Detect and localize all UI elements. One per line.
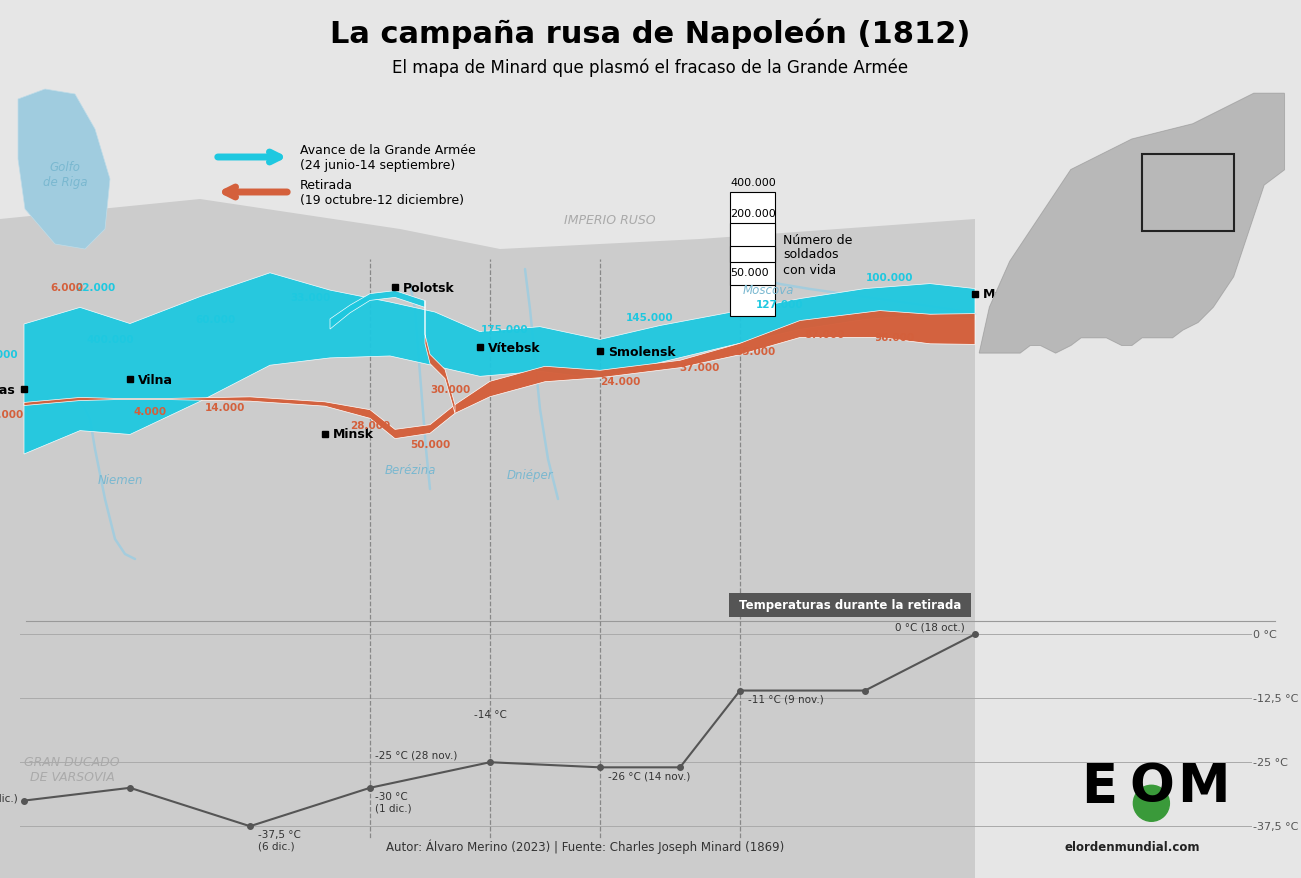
- Text: -32,5 °C (7 dic.): -32,5 °C (7 dic.): [0, 793, 18, 802]
- Text: Minsk: Minsk: [333, 428, 373, 441]
- Text: 127.000: 127.000: [756, 299, 804, 310]
- Text: Kaunas: Kaunas: [0, 383, 16, 396]
- Text: El mapa de Minard que plasmó el fracaso de la Grande Armée: El mapa de Minard que plasmó el fracaso …: [393, 58, 908, 76]
- Text: 0 °C (18 oct.): 0 °C (18 oct.): [895, 622, 965, 631]
- Text: -30 °C
(1 dic.): -30 °C (1 dic.): [375, 791, 411, 812]
- Text: Moscova: Moscova: [743, 284, 794, 296]
- Text: -11 °C (9 nov.): -11 °C (9 nov.): [748, 694, 824, 704]
- Text: Temperaturas durante la retirada: Temperaturas durante la retirada: [739, 599, 961, 612]
- Text: IMPERIO RUSO: IMPERIO RUSO: [565, 213, 656, 227]
- Bar: [1142, 155, 1233, 232]
- Text: GRAN DUCADO
DE VARSOVIA: GRAN DUCADO DE VARSOVIA: [25, 755, 120, 783]
- Text: -14 °C: -14 °C: [474, 709, 506, 719]
- FancyBboxPatch shape: [729, 594, 971, 617]
- Text: Avance de la Grande Armée
(24 junio-14 septiembre): Avance de la Grande Armée (24 junio-14 s…: [301, 144, 476, 172]
- Polygon shape: [330, 291, 425, 330]
- Text: 60.000: 60.000: [195, 314, 235, 325]
- Text: Retirada
(19 octubre-12 diciembre): Retirada (19 octubre-12 diciembre): [301, 179, 464, 206]
- Text: 400.000: 400.000: [86, 335, 134, 344]
- Text: O: O: [1129, 759, 1174, 812]
- Text: Niemen: Niemen: [98, 473, 143, 486]
- Text: 175.000: 175.000: [481, 325, 528, 335]
- Polygon shape: [980, 94, 1284, 354]
- Text: 145.000: 145.000: [626, 313, 674, 322]
- Text: Polotsk: Polotsk: [403, 281, 455, 294]
- Text: 96.000: 96.000: [876, 333, 915, 342]
- Text: 37.000: 37.000: [680, 363, 721, 372]
- Text: Smolensk: Smolensk: [608, 345, 675, 358]
- Polygon shape: [23, 311, 974, 439]
- Bar: [730, 224, 775, 285]
- Polygon shape: [425, 301, 455, 414]
- Polygon shape: [23, 273, 974, 455]
- Text: 200.000: 200.000: [730, 209, 775, 219]
- Text: 0 °C: 0 °C: [1253, 630, 1276, 639]
- Text: -26 °C (14 nov.): -26 °C (14 nov.): [608, 771, 691, 781]
- Text: M: M: [1177, 759, 1229, 812]
- Text: 4.000: 4.000: [134, 407, 167, 416]
- Text: Moscú: Moscú: [984, 288, 1028, 301]
- Text: 50.000: 50.000: [730, 268, 769, 277]
- Text: elordenmundial.com: elordenmundial.com: [1064, 840, 1200, 853]
- Text: 22.000: 22.000: [75, 283, 114, 292]
- Polygon shape: [0, 200, 974, 878]
- Text: 87.000: 87.000: [805, 329, 846, 340]
- Text: Autor: Álvaro Merino (2023) | Fuente: Charles Joseph Minard (1869): Autor: Álvaro Merino (2023) | Fuente: Ch…: [386, 838, 785, 853]
- Text: Berézina: Berézina: [384, 463, 436, 476]
- Text: -37,5 °C
(6 dic.): -37,5 °C (6 dic.): [258, 829, 301, 851]
- Text: 6.000: 6.000: [51, 283, 83, 292]
- Circle shape: [1133, 786, 1170, 821]
- Text: E: E: [1081, 759, 1118, 812]
- Polygon shape: [18, 90, 111, 249]
- Text: -25 °C (28 nov.): -25 °C (28 nov.): [375, 749, 458, 759]
- Text: 28.000: 28.000: [350, 421, 390, 430]
- Text: 24.000: 24.000: [600, 377, 640, 386]
- Text: -37,5 °C: -37,5 °C: [1253, 821, 1298, 831]
- Text: Vilna: Vilna: [138, 373, 173, 386]
- Text: -25 °C: -25 °C: [1253, 758, 1288, 767]
- Text: Dniéper: Dniéper: [506, 468, 553, 481]
- Text: 30.000: 30.000: [429, 385, 470, 394]
- Text: Vítebsk: Vítebsk: [488, 342, 541, 354]
- Text: -12,5 °C: -12,5 °C: [1253, 694, 1298, 703]
- Text: Número de
soldados
con vida: Número de soldados con vida: [783, 234, 852, 277]
- Text: 50.000: 50.000: [410, 440, 450, 450]
- Text: 100.000: 100.000: [866, 273, 913, 283]
- Text: Golfo
de Riga: Golfo de Riga: [43, 161, 87, 189]
- Text: 400.000: 400.000: [730, 178, 775, 188]
- Bar: [730, 247, 775, 263]
- Text: 33.000: 33.000: [290, 292, 330, 303]
- Text: 55.000: 55.000: [735, 347, 775, 356]
- Bar: [730, 193, 775, 316]
- Text: 10.000: 10.000: [0, 409, 23, 420]
- Text: La campaña rusa de Napoleón (1812): La campaña rusa de Napoleón (1812): [330, 18, 971, 48]
- Text: 14.000: 14.000: [204, 402, 245, 413]
- Text: 422.000: 422.000: [0, 349, 18, 360]
